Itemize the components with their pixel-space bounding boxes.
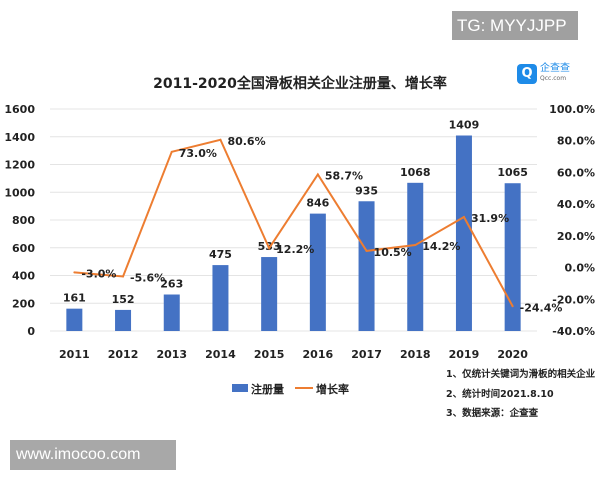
line-point [462,215,465,218]
bar-label: 1065 [497,166,528,179]
x-tick-label: 2017 [351,348,382,361]
logo-sub: Qcc.com [540,75,567,82]
growth-line [74,138,514,307]
left-tick-label: 600 [12,242,35,255]
left-tick-label: 800 [12,214,35,227]
line-point [316,173,319,176]
line-label: 14.2% [422,240,460,253]
x-tick-label: 2013 [156,348,187,361]
logo-name: 企查查 [540,63,570,74]
legend-bar-swatch [232,384,248,392]
left-tick-label: 1000 [4,186,35,199]
x-tick-label: 2011 [59,348,90,361]
left-tick-label: 1200 [4,159,35,172]
line-point [170,150,173,153]
right-tick-label: -20.0% [552,293,595,306]
note-1: 1、仅统计关键词为滑板的相关企业 [446,369,596,380]
bar-label: 1068 [400,166,431,179]
x-tick-label: 2014 [205,348,236,361]
x-tick-label: 2015 [254,348,285,361]
bar-label: 475 [209,248,232,261]
right-tick-label: 40.0% [557,198,595,211]
x-tick-label: 2019 [449,348,480,361]
line-label: 58.7% [325,169,363,182]
bar-label: 152 [112,293,135,306]
qcc-logo-icon: Q [517,64,537,84]
note-3: 3、数据来源：企查查 [446,408,539,419]
bar-2015 [261,257,278,331]
left-tick-label: 1400 [4,131,35,144]
x-tick-label: 2018 [400,348,431,361]
line-point [73,271,76,274]
x-tick-label: 2020 [497,348,528,361]
line-point [365,249,368,252]
right-tick-label: 0.0% [564,262,595,275]
line-label: -3.0% [81,267,116,280]
bar-2016 [309,213,326,331]
line-point [511,305,514,308]
right-tick-label: 60.0% [557,166,595,179]
left-tick-label: 400 [12,270,35,283]
x-tick-label: 2016 [303,348,334,361]
bar-label: 846 [306,197,329,210]
bar-label: 935 [355,184,378,197]
notes: 1、仅统计关键词为滑板的相关企业 2、统计时间2021.8.10 3、数据来源：… [446,365,595,424]
line-label: -5.6% [130,271,165,284]
line-label: -24.4% [520,301,563,314]
note-2: 2、统计时间2021.8.10 [446,388,554,400]
line-label: 12.2% [276,243,314,256]
qcc-logo: Q 企查查 Qcc.com [517,64,570,84]
line-label: 31.9% [471,212,509,225]
line-point [122,275,125,278]
bar-2013 [163,294,180,331]
legend-bar-label: 注册量 [251,382,284,396]
x-tick-label: 2012 [108,348,139,361]
legend-line-label: 增长率 [316,382,349,396]
watermark-site: www.imocoo.com [10,440,176,470]
bar-2011 [66,308,83,331]
left-tick-label: 200 [12,297,35,310]
line-point [414,244,417,247]
bar-2018 [407,182,424,331]
line-point [219,138,222,141]
line-label: 10.5% [374,246,412,259]
left-tick-label: 1600 [4,103,35,116]
line-label: 80.6% [227,135,265,148]
bar-2014 [212,265,229,331]
bar-2019 [455,135,472,331]
right-tick-label: 20.0% [557,230,595,243]
bar-label: 1409 [449,119,480,132]
right-tick-label: 100.0% [549,103,595,116]
right-tick-label: -40.0% [552,325,595,338]
left-tick-label: 0 [27,325,35,338]
chart-title: 2011-2020全国滑板相关企业注册量、增长率 [153,76,447,92]
bar-2017 [358,201,375,331]
line-label: 73.0% [179,147,217,160]
bar-label: 263 [160,278,183,291]
bar-2012 [115,309,132,331]
line-point [268,247,271,250]
right-tick-label: 80.0% [557,135,595,148]
watermark-tg: TG: MYYJJPP [452,11,578,40]
bar-label: 161 [63,292,86,305]
bar-2020 [504,183,521,331]
